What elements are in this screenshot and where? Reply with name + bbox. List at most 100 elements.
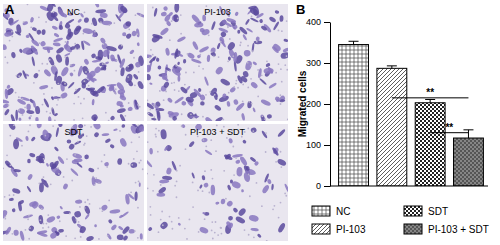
cell [174,4,179,13]
cell [29,153,36,158]
cell [233,52,238,63]
cell [52,96,58,100]
pore [74,43,76,45]
pore [69,212,71,214]
pore [147,100,148,102]
pore [229,38,231,40]
pore [49,112,51,114]
cell [147,226,152,231]
cell [167,110,174,115]
pore [285,195,287,197]
pore [261,74,263,76]
cell [242,34,247,41]
cell [85,87,95,93]
pore [239,44,241,46]
pore [222,119,224,121]
pore [82,33,84,35]
pore [13,194,15,196]
pore [155,134,157,136]
pore [278,63,280,65]
cell [156,57,160,62]
cell [160,129,167,140]
cell [228,222,234,229]
pore [159,90,161,92]
cell [104,162,110,167]
pore [160,184,162,186]
pore [6,154,8,156]
pore [211,221,213,223]
pore [82,117,84,119]
cell [237,207,247,217]
cell [166,167,172,175]
cell [161,73,167,80]
cell [4,108,11,116]
pore [248,234,250,236]
pore [281,81,283,83]
pore [138,71,140,73]
cell [252,61,257,66]
figure: NCPI-103SDTPI-103 + SDTAB0100200300400Mi… [0,0,500,245]
cell [177,36,187,43]
cell [257,68,262,78]
cell [74,158,83,162]
cell [236,167,242,177]
pore [90,126,92,128]
pore [94,184,96,186]
pore [257,96,259,98]
cell [261,115,266,121]
cell [274,96,281,103]
pore [135,14,137,16]
pore [84,11,86,13]
cell [137,42,141,46]
cell [54,113,59,117]
pore [150,214,152,216]
pore [22,114,24,116]
pore [11,233,13,235]
pore [225,198,227,200]
pore [256,182,258,184]
pore [7,62,9,64]
pore [205,145,207,147]
cell [113,128,118,131]
pore [174,185,176,187]
cell [204,116,214,121]
cell [13,139,19,150]
cell [94,4,100,8]
cell [127,106,133,111]
pore [214,94,216,96]
pore [77,141,79,143]
legend-swatch [404,206,422,216]
pore [46,63,48,65]
cell [120,67,125,77]
pore [134,230,136,232]
cell [119,5,129,15]
cell [35,106,41,115]
pore [3,167,4,169]
pore [208,34,210,36]
pore [57,167,59,169]
cell [210,51,217,57]
pore [78,48,80,50]
pore [215,150,217,152]
cell [149,82,153,85]
pore [165,91,167,93]
cell [147,158,153,167]
cell [92,34,96,37]
pore [149,206,151,208]
pore [18,75,20,77]
cell [163,81,170,89]
cell [231,180,242,189]
cell [39,40,46,47]
cell [279,95,286,102]
cell [188,140,195,147]
cell [8,124,17,131]
cell [165,67,172,72]
cell [215,116,224,121]
pore [65,41,67,43]
pore [115,70,117,72]
cell [226,41,236,52]
cell [260,25,267,31]
cell [36,124,41,128]
cell [17,98,27,106]
pore [38,182,40,184]
